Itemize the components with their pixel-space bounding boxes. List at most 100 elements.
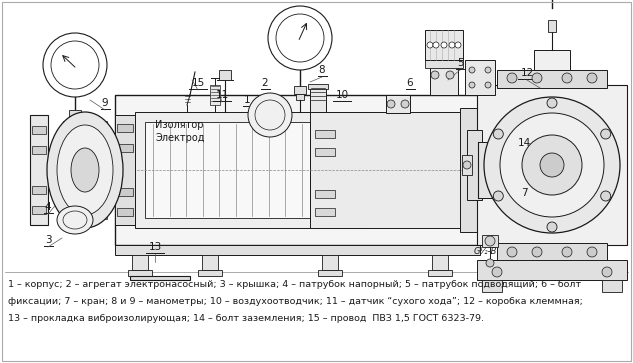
Circle shape <box>562 73 572 83</box>
Bar <box>115 115 135 225</box>
Bar <box>497 243 607 261</box>
Text: 11: 11 <box>215 90 229 100</box>
Text: 5: 5 <box>456 58 463 68</box>
Bar <box>202 255 218 270</box>
Bar <box>32 206 46 214</box>
Circle shape <box>532 247 542 257</box>
Text: Электрод: Электрод <box>155 133 204 143</box>
Circle shape <box>507 73 517 83</box>
Circle shape <box>532 73 542 83</box>
Circle shape <box>431 71 439 79</box>
Bar <box>482 280 502 292</box>
Circle shape <box>387 100 395 108</box>
Circle shape <box>463 161 471 169</box>
Text: Изолятор: Изолятор <box>155 120 203 130</box>
Bar <box>602 280 622 292</box>
Circle shape <box>485 67 491 73</box>
Bar <box>117 144 133 152</box>
Bar <box>30 115 48 225</box>
Bar <box>430 65 458 95</box>
Bar <box>130 276 190 280</box>
Circle shape <box>433 42 439 48</box>
Bar <box>465 60 495 95</box>
Bar <box>32 126 46 134</box>
Bar <box>477 260 627 280</box>
Bar <box>467 130 482 200</box>
Text: 12: 12 <box>520 68 534 78</box>
Text: 3: 3 <box>45 235 51 245</box>
Bar <box>70 140 80 148</box>
Bar <box>315 148 335 156</box>
Bar <box>128 270 152 276</box>
Bar <box>117 208 133 216</box>
Circle shape <box>455 42 461 48</box>
Bar <box>477 85 627 245</box>
Bar <box>210 85 220 105</box>
Text: 13: 13 <box>148 242 161 252</box>
Bar <box>198 270 222 276</box>
Bar <box>478 142 496 198</box>
Text: 10: 10 <box>335 90 349 100</box>
Circle shape <box>484 97 620 233</box>
Bar <box>315 190 335 198</box>
Circle shape <box>500 113 604 217</box>
Bar <box>462 155 472 175</box>
Circle shape <box>469 67 475 73</box>
Bar <box>308 84 328 89</box>
Text: 15: 15 <box>191 78 204 88</box>
Text: 7: 7 <box>521 188 527 198</box>
Circle shape <box>248 93 292 137</box>
Ellipse shape <box>57 206 93 234</box>
Circle shape <box>587 73 597 83</box>
Bar <box>32 146 46 154</box>
Circle shape <box>446 71 454 79</box>
Bar <box>296 94 304 100</box>
Circle shape <box>427 42 433 48</box>
Circle shape <box>486 259 494 267</box>
Bar <box>63 211 73 219</box>
Bar <box>32 186 46 194</box>
Circle shape <box>469 82 475 88</box>
Circle shape <box>547 98 557 108</box>
Circle shape <box>493 191 503 201</box>
Circle shape <box>540 153 564 177</box>
Bar <box>315 208 335 216</box>
Text: 9: 9 <box>102 98 108 108</box>
Text: 1: 1 <box>244 95 250 105</box>
Bar <box>460 108 478 232</box>
Circle shape <box>492 267 502 277</box>
Text: 14: 14 <box>517 138 530 148</box>
Text: 13 – прокладка виброизолирующая; 14 – болт заземления; 15 – провод  ПВЗ 1,5 ГОСТ: 13 – прокладка виброизолирующая; 14 – бо… <box>8 314 484 323</box>
Circle shape <box>507 247 517 257</box>
Bar <box>115 245 480 255</box>
Circle shape <box>441 42 447 48</box>
Bar <box>482 235 498 247</box>
Circle shape <box>601 129 611 139</box>
Bar <box>71 118 79 124</box>
Bar <box>534 50 570 70</box>
Circle shape <box>449 42 455 48</box>
Bar <box>132 255 148 270</box>
Bar <box>63 121 73 129</box>
Circle shape <box>43 33 107 97</box>
Bar <box>425 30 463 60</box>
Circle shape <box>587 247 597 257</box>
Bar <box>48 152 78 188</box>
Bar <box>97 121 107 129</box>
Bar <box>315 130 335 138</box>
Circle shape <box>268 6 332 70</box>
Circle shape <box>547 222 557 232</box>
Bar <box>548 20 556 32</box>
Circle shape <box>562 247 572 257</box>
Bar <box>432 255 448 270</box>
Text: 8: 8 <box>318 65 325 75</box>
Circle shape <box>493 129 503 139</box>
Text: 2: 2 <box>261 78 268 88</box>
Text: 6: 6 <box>406 78 413 88</box>
Circle shape <box>485 82 491 88</box>
Circle shape <box>602 267 612 277</box>
Bar <box>115 95 480 245</box>
Bar <box>310 87 326 112</box>
Circle shape <box>601 191 611 201</box>
Ellipse shape <box>71 148 99 192</box>
